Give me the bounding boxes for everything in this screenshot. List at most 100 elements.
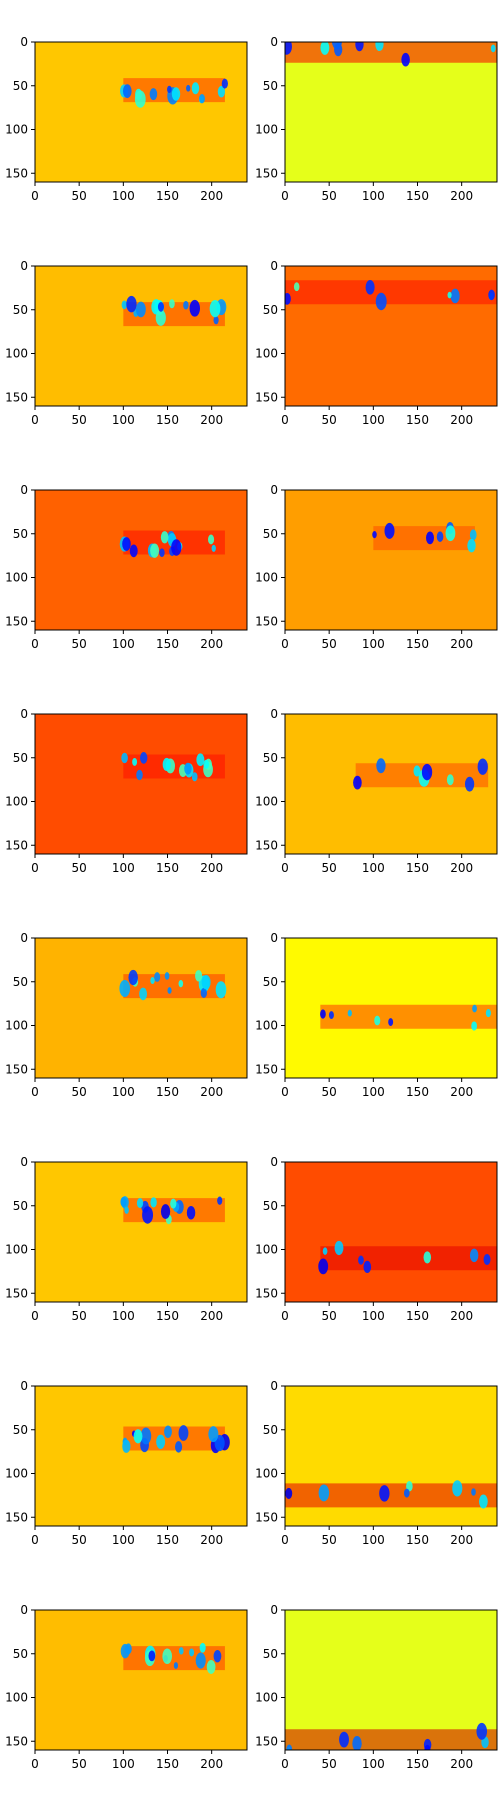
y-tick-label: 100 [255, 347, 278, 361]
heatmap-blob [201, 974, 211, 990]
heatmap-blob [372, 531, 377, 539]
y-axis: 0 50 100 150 [5, 483, 35, 628]
panel-r8-c1: 0 50 100 150 200 0 50 100 150 [5, 1603, 248, 1771]
y-tick-label: 100 [255, 123, 278, 137]
heatmap-image [285, 1386, 497, 1526]
heatmap-blob [358, 1255, 364, 1265]
axes-frame [34, 713, 248, 855]
heatmap-blob [331, 42, 343, 50]
y-tick-label: 50 [13, 1647, 28, 1661]
panel-r7-c2: 0 50 100 150 200 0 50 100 150 [255, 1379, 498, 1547]
x-tick-label: 150 [406, 1309, 429, 1323]
heatmap-background [35, 938, 247, 1078]
heatmap-blob [355, 42, 364, 52]
y-tick-label: 0 [270, 259, 278, 273]
panel-r8-c2: 0 50 100 150 200 0 50 100 150 [255, 1603, 498, 1771]
heatmap-blob [450, 288, 460, 304]
x-tick-label: 200 [200, 1309, 223, 1323]
heatmap-image [35, 1162, 247, 1302]
y-tick-label: 100 [255, 1691, 278, 1705]
heatmap-blob [171, 87, 181, 101]
y-tick-label: 100 [5, 347, 28, 361]
heatmap-blob [132, 758, 138, 766]
heatmap-background [35, 1386, 247, 1526]
x-tick-label: 0 [31, 1309, 39, 1323]
panel-r5-c1: 0 50 100 150 200 0 50 100 150 [5, 931, 248, 1099]
x-tick-label: 0 [31, 413, 39, 427]
x-tick-label: 50 [322, 189, 337, 203]
x-tick-label: 200 [450, 1757, 473, 1771]
y-tick-label: 50 [13, 1423, 28, 1437]
heatmap-blob [160, 1204, 171, 1219]
heatmap-blob [347, 1009, 352, 1017]
x-tick-label: 200 [200, 861, 223, 875]
heatmap-blob [285, 42, 292, 55]
heatmap-blob [318, 1484, 330, 1502]
y-tick-label: 100 [5, 1019, 28, 1033]
heatmap-blob [471, 1021, 478, 1031]
axes-frame [34, 1385, 248, 1527]
heatmap-blob [209, 300, 221, 318]
y-tick-label: 0 [270, 483, 278, 497]
heatmap-blob [322, 1247, 328, 1255]
heatmap-blob [167, 987, 172, 994]
axes-frame [284, 1609, 498, 1751]
heatmap-blob [139, 987, 148, 1001]
heatmap-blob [169, 299, 175, 309]
heatmap-blob [195, 970, 203, 982]
x-tick-label: 150 [406, 637, 429, 651]
y-tick-label: 50 [263, 303, 278, 317]
x-tick-label: 0 [281, 1757, 289, 1771]
heatmap-blob [128, 969, 138, 986]
axes-frame [34, 1609, 248, 1751]
heatmap-blob [191, 82, 200, 95]
heatmap-blob [375, 292, 387, 311]
x-tick-label: 0 [31, 861, 39, 875]
x-tick-label: 0 [31, 1533, 39, 1547]
x-tick-label: 100 [362, 189, 385, 203]
x-tick-label: 150 [156, 189, 179, 203]
heatmap-blob [164, 972, 170, 980]
heatmap-band [285, 1729, 497, 1750]
x-axis: 0 50 100 150 200 [281, 630, 473, 651]
panel-r3-c1: 0 50 100 150 200 0 50 100 150 [5, 483, 248, 651]
x-tick-label: 150 [156, 413, 179, 427]
x-tick-label: 200 [200, 1533, 223, 1547]
heatmap-image [35, 714, 247, 854]
panel-r4-c1: 0 50 100 150 200 0 50 100 150 [5, 707, 248, 875]
y-axis: 0 50 100 150 [255, 483, 285, 628]
x-tick-label: 150 [406, 1085, 429, 1099]
heatmap-blob [471, 1488, 476, 1496]
x-tick-label: 100 [112, 189, 135, 203]
x-tick-label: 150 [406, 861, 429, 875]
x-tick-label: 150 [156, 1533, 179, 1547]
y-tick-label: 150 [255, 1062, 278, 1076]
heatmap-blob [365, 280, 375, 295]
heatmap-blob [124, 1206, 129, 1214]
heatmap-blob [363, 1260, 372, 1274]
heatmap-blob [217, 1196, 223, 1205]
heatmap-blob [135, 301, 146, 318]
heatmap-blob [178, 980, 184, 988]
heatmap-image [285, 714, 497, 854]
x-tick-label: 0 [281, 1309, 289, 1323]
heatmap-blob [175, 1441, 183, 1453]
x-axis: 0 50 100 150 200 [31, 182, 223, 203]
heatmap-background [35, 266, 247, 406]
x-tick-label: 100 [362, 1085, 385, 1099]
y-tick-label: 0 [20, 1155, 28, 1169]
heatmap-image [35, 266, 247, 406]
heatmap-blob [140, 1427, 152, 1445]
heatmap-blob [191, 772, 198, 782]
heatmap-blob [464, 776, 475, 792]
x-tick-label: 100 [112, 637, 135, 651]
heatmap-blob [328, 1011, 334, 1020]
x-axis: 0 50 100 150 200 [31, 1302, 223, 1323]
x-axis: 0 50 100 150 200 [31, 1750, 223, 1771]
x-tick-label: 150 [406, 189, 429, 203]
heatmap-blob [170, 1198, 177, 1209]
x-axis: 0 50 100 150 200 [281, 854, 473, 875]
x-tick-label: 150 [156, 1757, 179, 1771]
x-tick-label: 150 [156, 1085, 179, 1099]
x-axis: 0 50 100 150 200 [31, 406, 223, 427]
